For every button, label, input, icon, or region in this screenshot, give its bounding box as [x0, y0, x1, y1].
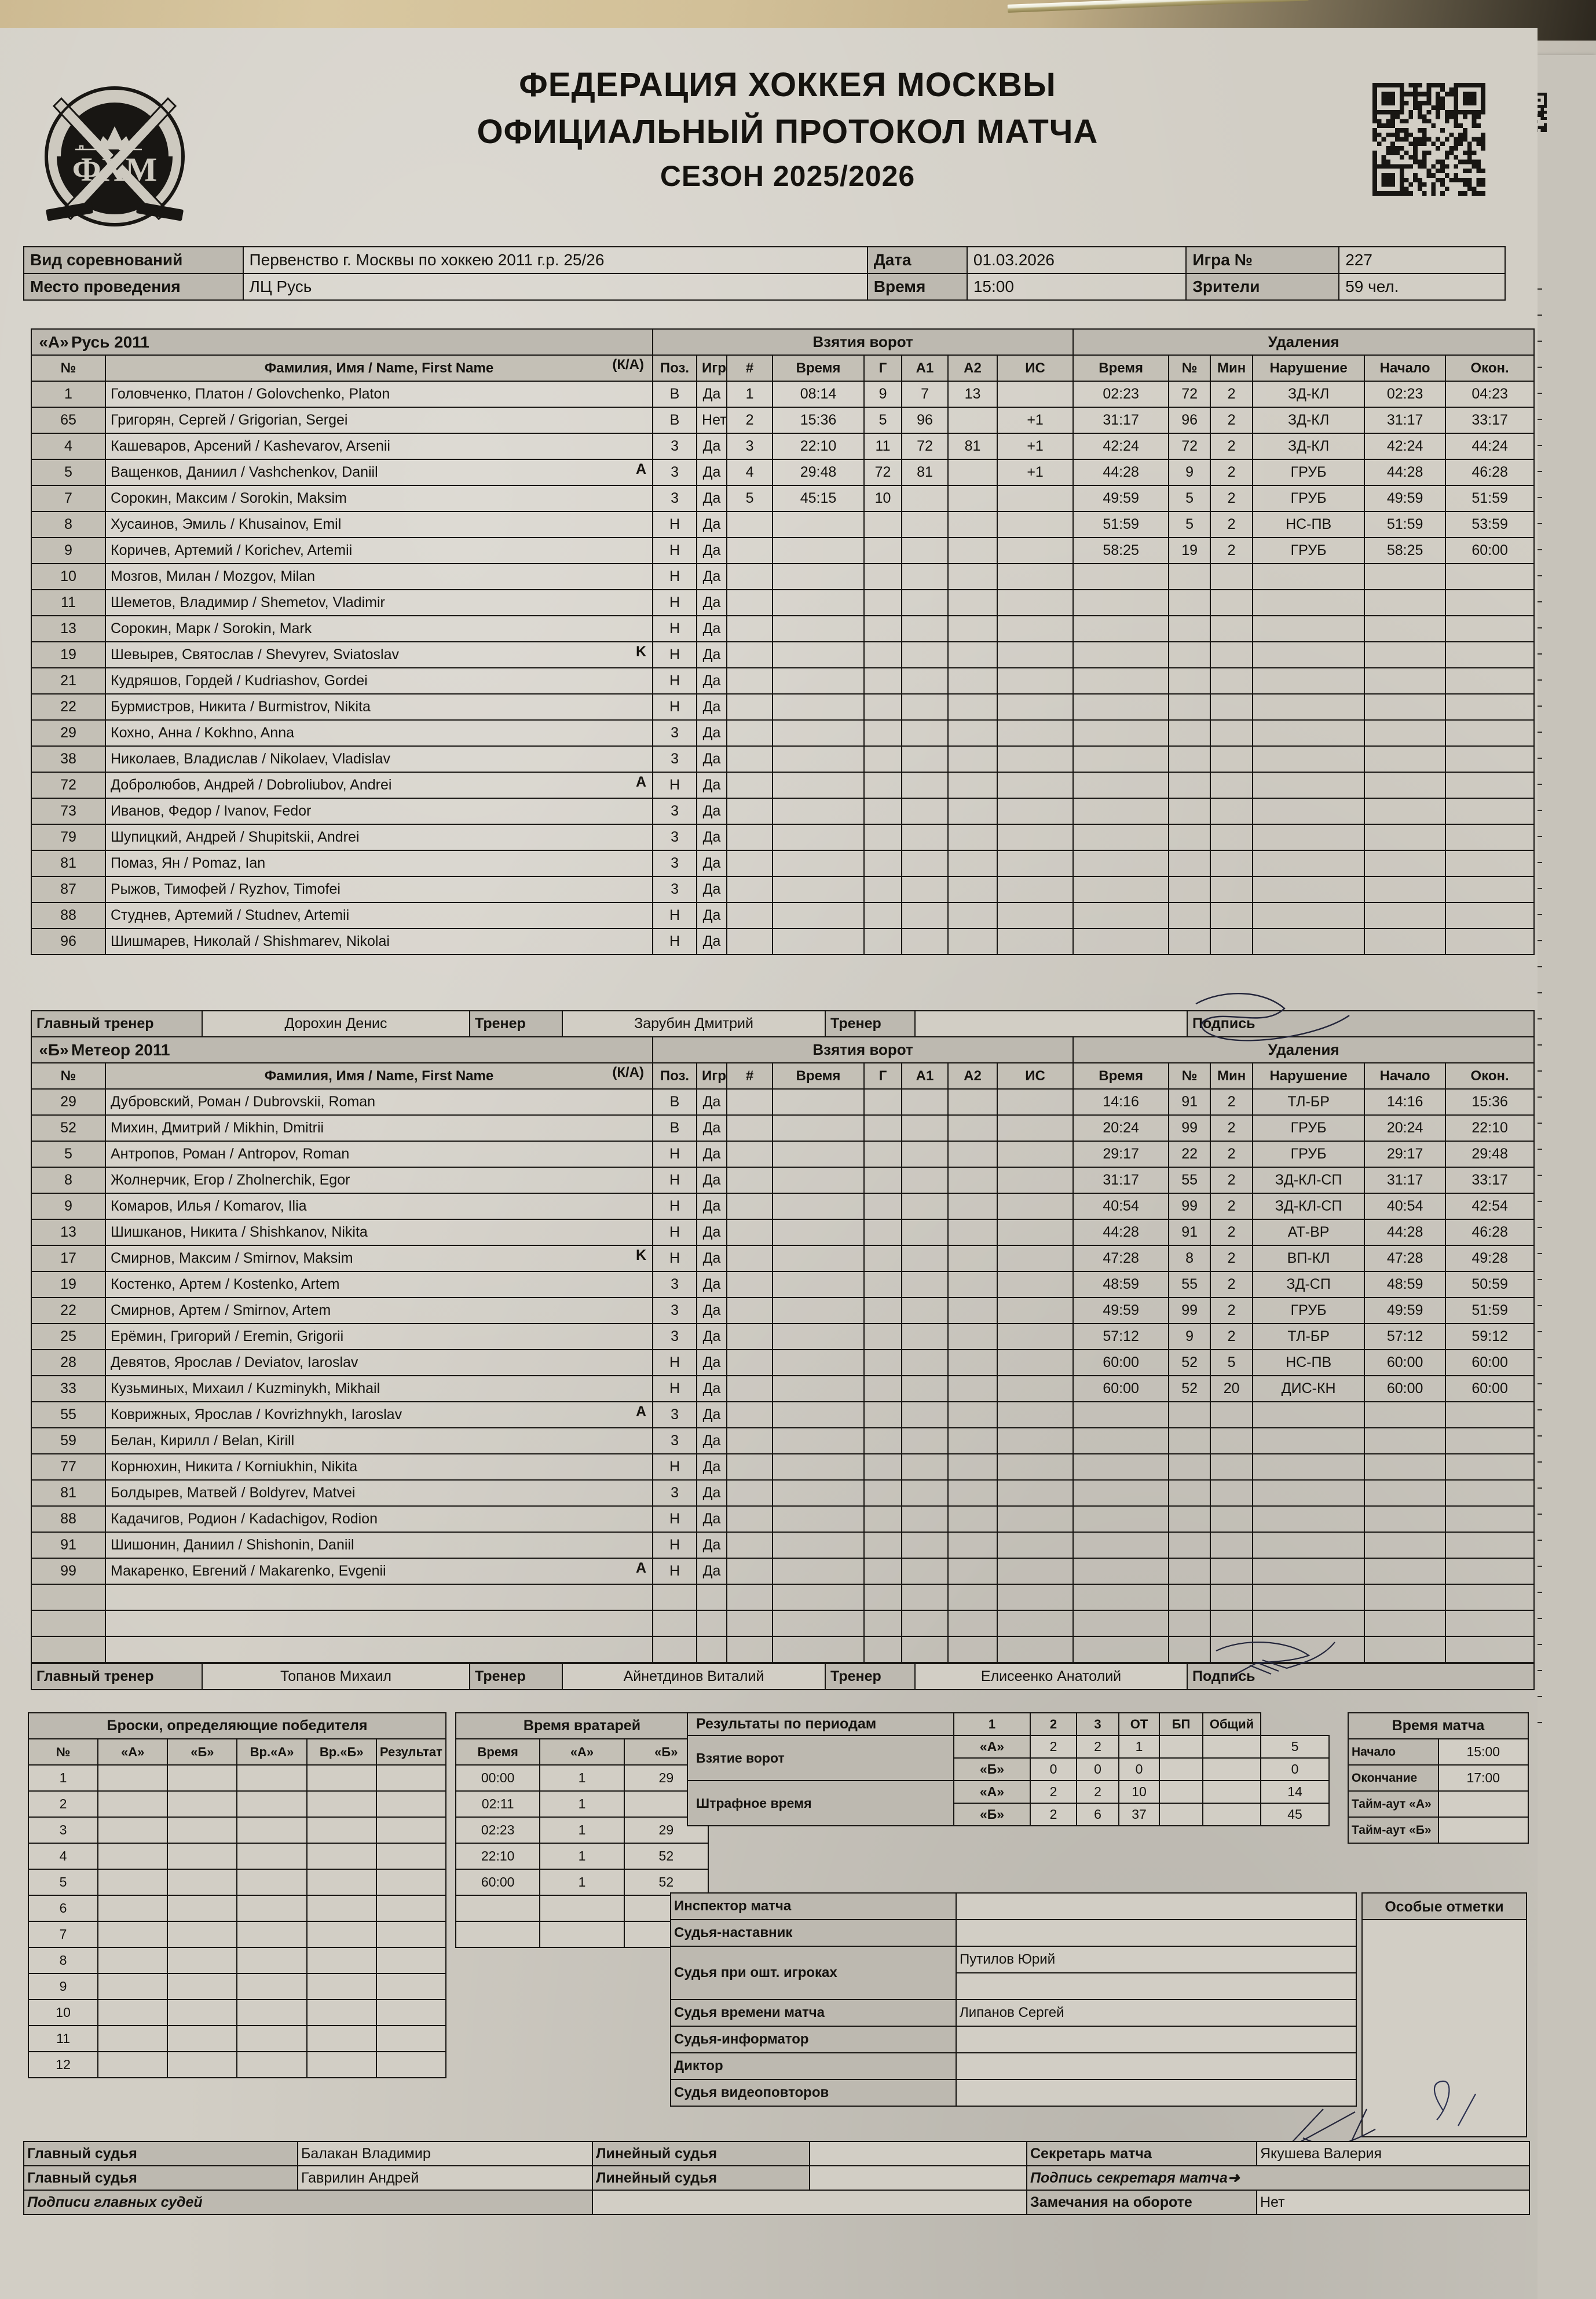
svg-text:ФХМ: ФХМ	[72, 151, 157, 188]
